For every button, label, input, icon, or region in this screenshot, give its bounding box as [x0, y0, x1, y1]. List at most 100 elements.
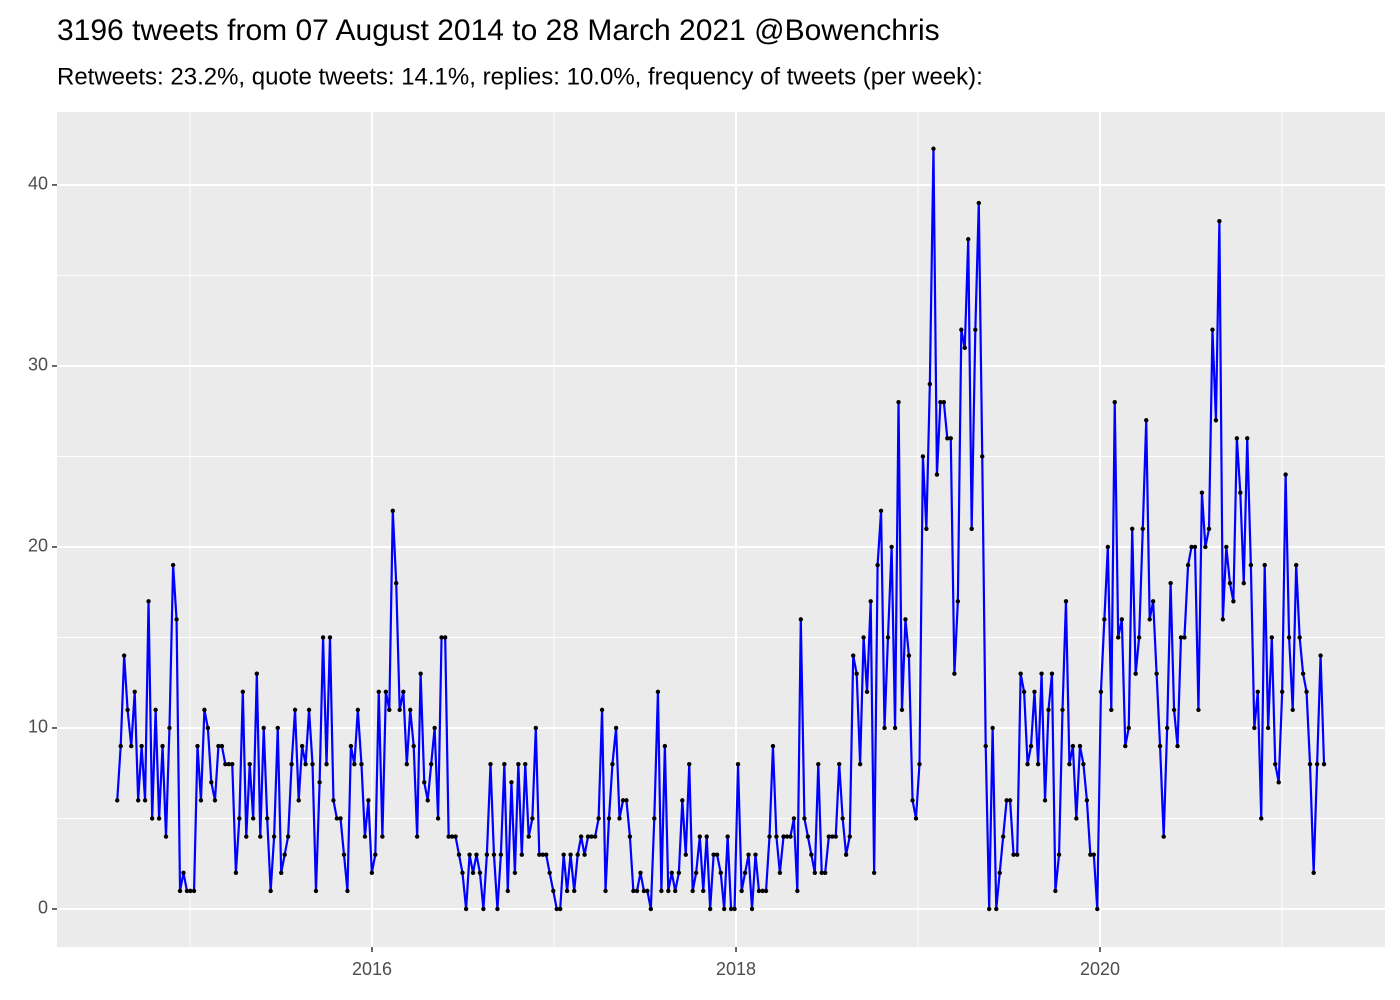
point [498, 852, 504, 857]
point [701, 888, 706, 894]
point [976, 200, 981, 206]
point [146, 599, 151, 604]
point [355, 707, 361, 713]
point [435, 816, 441, 821]
point [1119, 617, 1125, 622]
point [610, 761, 615, 767]
point [1206, 526, 1212, 532]
point [125, 707, 130, 713]
point [1102, 617, 1107, 622]
point [1168, 580, 1173, 586]
point [135, 798, 141, 803]
point [313, 888, 319, 894]
point [585, 834, 591, 839]
point [279, 870, 284, 875]
point [1154, 671, 1159, 676]
point [481, 906, 486, 912]
point [774, 834, 779, 839]
point [1077, 743, 1083, 749]
point [149, 816, 155, 821]
point [1123, 743, 1128, 749]
point [373, 852, 378, 857]
point [1297, 635, 1302, 640]
y-tick-label: 10 [28, 717, 48, 737]
point [1273, 761, 1278, 767]
point [1011, 852, 1016, 857]
point [1136, 635, 1142, 640]
point [219, 743, 225, 749]
point [1178, 635, 1184, 640]
point [404, 761, 409, 767]
point [359, 761, 364, 767]
point [530, 816, 535, 821]
point [449, 834, 455, 839]
point [226, 761, 232, 767]
point [784, 834, 790, 839]
point [648, 906, 654, 912]
point [121, 653, 127, 658]
point [366, 798, 371, 803]
point [690, 888, 695, 894]
point [268, 888, 273, 894]
point [1307, 761, 1313, 767]
point [725, 834, 730, 839]
point [1021, 689, 1027, 694]
point [115, 798, 120, 803]
point [387, 707, 392, 713]
point [442, 635, 448, 640]
point [742, 870, 748, 875]
point [735, 761, 741, 767]
point [310, 761, 315, 767]
point [578, 834, 584, 839]
point [1199, 490, 1205, 495]
point [1293, 562, 1299, 568]
point [1290, 707, 1295, 713]
point [324, 761, 329, 767]
point [1144, 418, 1149, 423]
point [798, 617, 804, 622]
point [467, 852, 472, 857]
point [1014, 852, 1020, 857]
point [819, 870, 824, 875]
point [620, 798, 626, 803]
y-tick-label: 20 [28, 536, 48, 556]
point [634, 888, 640, 894]
point [592, 834, 598, 839]
point [704, 834, 709, 839]
point [1070, 743, 1076, 749]
point [516, 761, 521, 767]
point [1182, 635, 1187, 640]
point [1227, 580, 1233, 586]
point [791, 816, 797, 821]
point [1109, 707, 1114, 713]
point [613, 725, 619, 731]
point [244, 834, 249, 839]
point [1025, 761, 1030, 767]
point [617, 816, 622, 821]
point [195, 743, 200, 749]
point [1056, 852, 1062, 857]
point [931, 146, 936, 151]
point [802, 816, 807, 821]
point [732, 906, 737, 912]
point [711, 852, 716, 857]
point [603, 888, 608, 894]
point [777, 870, 783, 875]
point [854, 671, 859, 676]
point [572, 888, 577, 894]
point [1084, 798, 1090, 803]
point [132, 689, 137, 694]
point [558, 906, 563, 912]
x-tick-label: 2020 [1080, 959, 1120, 979]
point [994, 906, 999, 912]
chart-title: 3196 tweets from 07 August 2014 to 28 Ma… [57, 14, 940, 47]
point [495, 906, 500, 912]
point [878, 508, 884, 513]
point [847, 834, 852, 839]
point [645, 888, 650, 894]
point [348, 743, 354, 749]
point [1224, 544, 1229, 550]
point [589, 834, 594, 839]
point [669, 870, 674, 875]
point [896, 399, 901, 405]
